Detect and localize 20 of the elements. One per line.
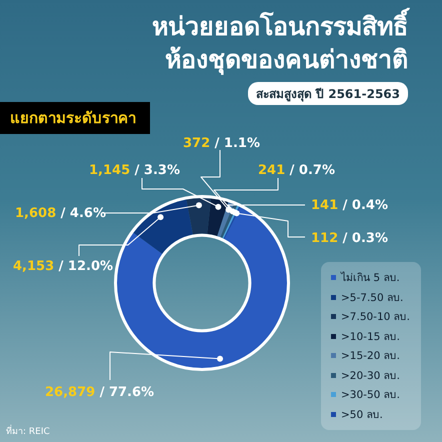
legend-label: >10-15 ลบ. xyxy=(341,330,400,345)
data-label: 112 / 0.3% xyxy=(311,231,388,246)
legend-label: >20-30 ลบ. xyxy=(341,368,400,384)
legend-label: >7.50-10 ลบ. xyxy=(341,310,410,326)
text: ที่มา: REIC xyxy=(6,424,50,438)
data-label: 372 / 1.1% xyxy=(183,136,260,151)
data-label: 241 / 0.7% xyxy=(258,163,336,178)
chart-title: หน่วยยอดโอนกรรมสิทธิ์ ห้องชุดของคนต่างชาติ xyxy=(152,10,408,76)
data-label: 1,608 / 4.6% xyxy=(15,206,106,221)
legend-label: >15-20 ลบ. xyxy=(341,349,400,364)
legend-label: >30-50 ลบ. xyxy=(341,388,400,404)
legend-label: >50 ลบ. xyxy=(341,408,383,423)
legend-label: ไม่เกิน 5 ลบ. xyxy=(341,270,400,286)
legend-label: >5-7.50 ลบ. xyxy=(341,290,404,306)
data-label: 1,145 / 3.3% xyxy=(89,163,180,178)
data-label: 26,879 / 77.6% xyxy=(45,385,154,400)
data-label: 4,153 / 12.0% xyxy=(13,259,114,274)
chart-subtitle: สะสมสูงสุด ปี 2561-2563 xyxy=(248,82,408,105)
text: แยกตามระดับราคา xyxy=(0,102,150,134)
data-label: 141 / 0.4% xyxy=(311,198,388,213)
